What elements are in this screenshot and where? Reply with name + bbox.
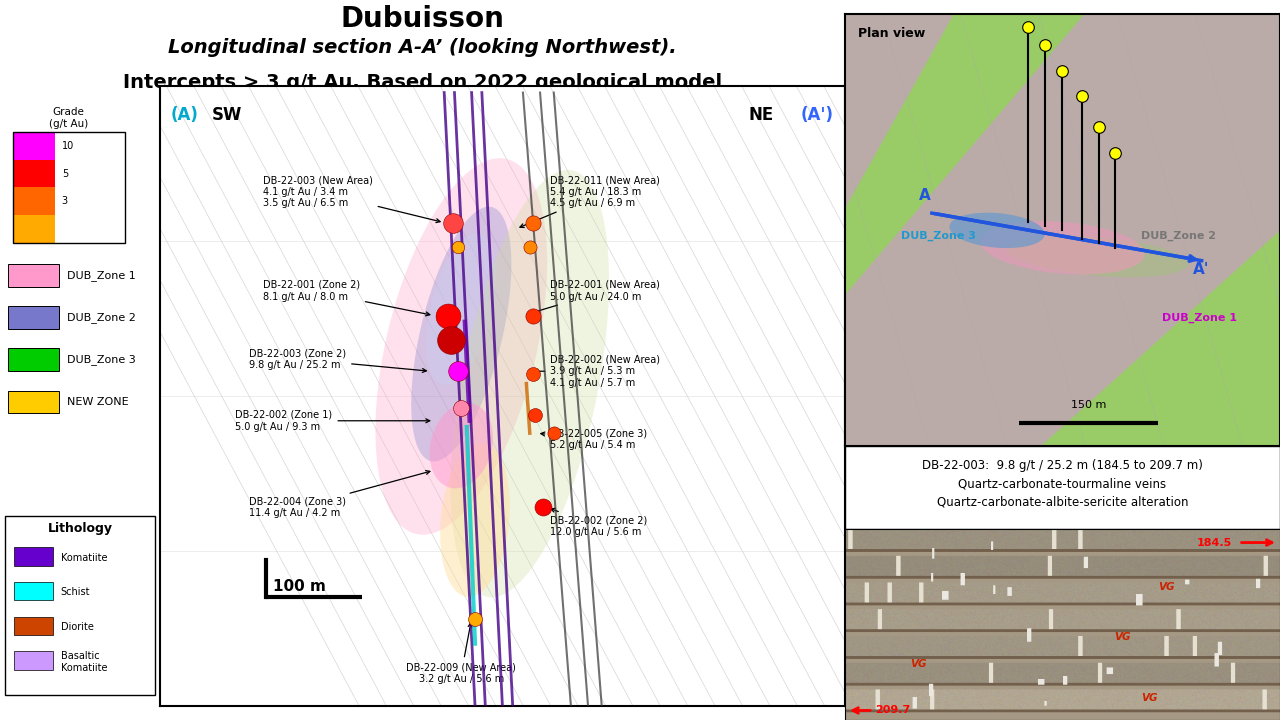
- Point: [1034, 39, 1055, 50]
- Text: Dubuisson: Dubuisson: [340, 5, 504, 33]
- Text: DB-22-002 (Zone 1)
5.0 g/t Au / 9.3 m: DB-22-002 (Zone 1) 5.0 g/t Au / 9.3 m: [236, 410, 430, 431]
- Ellipse shape: [980, 221, 1144, 274]
- Polygon shape: [845, 14, 954, 209]
- Text: DB-22-002 (Zone 2)
12.0 g/t Au / 5.6 m: DB-22-002 (Zone 2) 12.0 g/t Au / 5.6 m: [550, 508, 648, 537]
- Ellipse shape: [375, 158, 548, 535]
- Bar: [13, 132, 55, 160]
- Point: [524, 369, 544, 380]
- Text: DB-22-003 (New Area)
4.1 g/t Au / 3.4 m
3.5 g/t Au / 6.5 m: DB-22-003 (New Area) 4.1 g/t Au / 3.4 m …: [262, 175, 440, 222]
- Ellipse shape: [440, 443, 509, 597]
- Text: 150 m: 150 m: [1071, 400, 1106, 410]
- Bar: [13, 132, 125, 243]
- Point: [443, 217, 463, 228]
- Bar: [5, 516, 155, 696]
- Text: DB-22-001 (Zone 2)
8.1 g/t Au / 8.0 m: DB-22-001 (Zone 2) 8.1 g/t Au / 8.0 m: [262, 280, 430, 316]
- Bar: [8, 307, 59, 328]
- Text: DB-22-003 (Zone 2)
9.8 g/t Au / 25.2 m: DB-22-003 (Zone 2) 9.8 g/t Au / 25.2 m: [250, 348, 426, 372]
- Ellipse shape: [1006, 235, 1188, 277]
- Text: 100 m: 100 m: [273, 579, 326, 594]
- Text: DB-22-002 (New Area)
3.9 g/t Au / 5.3 m
4.1 g/t Au / 5.7 m: DB-22-002 (New Area) 3.9 g/t Au / 5.3 m …: [534, 355, 660, 388]
- Text: A: A: [919, 188, 931, 203]
- Text: DB-22-004 (Zone 3)
11.4 g/t Au / 4.2 m: DB-22-004 (Zone 3) 11.4 g/t Au / 4.2 m: [250, 471, 430, 518]
- Point: [1105, 147, 1125, 158]
- Ellipse shape: [411, 207, 512, 462]
- Text: SW: SW: [211, 107, 242, 125]
- Point: [525, 409, 545, 420]
- Point: [524, 310, 544, 321]
- Text: Basaltic
Komatiite: Basaltic Komatiite: [61, 651, 108, 672]
- Ellipse shape: [426, 233, 497, 385]
- Text: 5: 5: [61, 168, 68, 179]
- Text: DUB_Zone 3: DUB_Zone 3: [901, 231, 977, 241]
- Bar: [13, 187, 55, 215]
- Text: 209.7: 209.7: [876, 706, 910, 716]
- Text: A': A': [1193, 261, 1210, 276]
- Bar: [8, 390, 59, 413]
- Text: VG: VG: [1158, 582, 1175, 593]
- Bar: [14, 652, 52, 670]
- Text: DB-22-009 (New Area)
3.2 g/t Au / 5.6 m: DB-22-009 (New Area) 3.2 g/t Au / 5.6 m: [406, 623, 516, 684]
- Text: VG: VG: [910, 659, 927, 669]
- Text: DUB_Zone 3: DUB_Zone 3: [68, 354, 136, 365]
- Text: Schist: Schist: [61, 588, 91, 598]
- Point: [465, 613, 485, 625]
- Point: [451, 402, 471, 414]
- Point: [520, 242, 540, 253]
- Point: [448, 366, 468, 377]
- Text: Lithology: Lithology: [47, 522, 113, 535]
- Text: (A): (A): [170, 107, 198, 125]
- Text: 3: 3: [61, 197, 68, 207]
- Text: VG: VG: [1115, 632, 1132, 642]
- Point: [448, 242, 468, 253]
- Text: VG: VG: [1140, 693, 1157, 703]
- Text: Diorite: Diorite: [61, 622, 93, 632]
- Bar: [13, 160, 55, 187]
- Point: [524, 217, 544, 228]
- Bar: [8, 348, 59, 371]
- Text: DUB_Zone 1: DUB_Zone 1: [1162, 313, 1238, 323]
- Point: [544, 428, 564, 439]
- Ellipse shape: [950, 212, 1044, 248]
- Text: Komatiite: Komatiite: [61, 553, 108, 563]
- Text: NEW ZONE: NEW ZONE: [68, 397, 129, 407]
- Text: (A'): (A'): [800, 107, 833, 125]
- Text: 10: 10: [61, 140, 74, 150]
- Bar: [14, 547, 52, 566]
- Text: Intercepts > 3 g/t Au. Based on 2022 geological model: Intercepts > 3 g/t Au. Based on 2022 geo…: [123, 73, 722, 91]
- Point: [1089, 121, 1110, 132]
- Ellipse shape: [451, 170, 609, 598]
- Text: Grade
(g/t Au): Grade (g/t Au): [49, 107, 88, 129]
- Text: Longitudinal section A-A’ (looking Northwest).: Longitudinal section A-A’ (looking North…: [168, 38, 677, 58]
- Text: DB-22-001 (New Area)
5.0 g/t Au / 24.0 m: DB-22-001 (New Area) 5.0 g/t Au / 24.0 m: [527, 280, 660, 315]
- Text: DB-22-003:  9.8 g/t / 25.2 m (184.5 to 209.7 m)
Quartz-carbonate-tourmaline vein: DB-22-003: 9.8 g/t / 25.2 m (184.5 to 20…: [922, 459, 1203, 508]
- Ellipse shape: [430, 402, 493, 488]
- Polygon shape: [845, 14, 1280, 446]
- Point: [1071, 91, 1092, 102]
- Text: DUB_Zone 1: DUB_Zone 1: [68, 270, 136, 281]
- Point: [438, 310, 458, 321]
- Bar: [13, 215, 55, 243]
- Point: [1018, 22, 1038, 33]
- Bar: [14, 616, 52, 635]
- Bar: [8, 264, 59, 287]
- Text: Plan view: Plan view: [858, 27, 925, 40]
- Bar: [14, 582, 52, 600]
- Text: NE: NE: [749, 107, 774, 125]
- Point: [440, 335, 461, 346]
- Text: DB-22-011 (New Area)
5.4 g/t Au / 18.3 m
4.5 g/t Au / 6.9 m: DB-22-011 (New Area) 5.4 g/t Au / 18.3 m…: [520, 175, 660, 228]
- Text: DUB_Zone 2: DUB_Zone 2: [68, 312, 136, 323]
- Text: DUB_Zone 2: DUB_Zone 2: [1140, 231, 1216, 241]
- Text: 184.5: 184.5: [1197, 538, 1233, 547]
- Text: DB-22-005 (Zone 3)
5.2 g/t Au / 5.4 m: DB-22-005 (Zone 3) 5.2 g/t Au / 5.4 m: [540, 428, 648, 450]
- Point: [534, 502, 554, 513]
- Point: [1052, 65, 1073, 76]
